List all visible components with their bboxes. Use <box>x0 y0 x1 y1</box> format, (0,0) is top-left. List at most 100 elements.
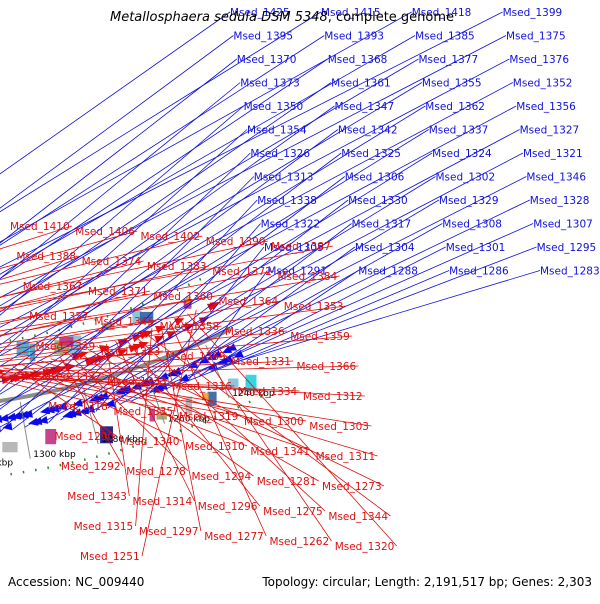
forward-leader-line <box>153 246 356 394</box>
reverse-leader-line <box>0 235 203 285</box>
forward-gene-label: Msed_1347 <box>335 101 395 113</box>
reverse-leader-line <box>0 240 268 298</box>
scale-label: 1320 kbp <box>0 459 13 469</box>
scale-label: 1300 kbp <box>33 450 76 460</box>
forward-gene-label: Msed_1399 <box>503 7 563 19</box>
reverse-gene-label: Msed_1275 <box>263 506 323 518</box>
forward-gene-label: Msed_1283 <box>540 266 600 278</box>
feature-block <box>245 374 257 391</box>
feature-block <box>207 391 217 406</box>
forward-gene-label: Msed_1356 <box>516 101 576 113</box>
reverse-leader-line <box>0 290 151 325</box>
forward-leader-line <box>0 129 248 354</box>
forward-leader-line <box>0 176 255 432</box>
forward-leader-line <box>130 223 534 402</box>
scale-tick <box>83 387 99 445</box>
reverse-gene-label: Msed_1251 <box>80 551 140 563</box>
reverse-gene-label: Msed_1315 <box>74 521 134 533</box>
forward-gene-label: Msed_1324 <box>432 148 492 160</box>
forward-leader-line <box>0 58 328 280</box>
forward-gene-label: Msed_1301 <box>446 242 506 254</box>
forward-gene-label: Msed_1326 <box>250 148 310 160</box>
reverse-leader-line <box>96 346 385 487</box>
feature-block <box>185 396 193 415</box>
forward-gene-label: Msed_1291 <box>267 266 327 278</box>
forward-gene-label: Msed_1395 <box>233 31 293 43</box>
forward-gene-label: Msed_1322 <box>261 219 321 231</box>
forward-gene-arrow <box>71 408 82 417</box>
forward-gene-arrow <box>206 352 217 361</box>
forward-leader-line <box>0 152 524 428</box>
reverse-gene-label: Msed_1262 <box>270 536 330 548</box>
reverse-gene-label: Msed_1303 <box>309 421 369 433</box>
forward-gene-label: Msed_1302 <box>436 172 496 184</box>
reverse-gene-label: Msed_1388 <box>16 251 76 263</box>
forward-gene-arrow <box>66 409 77 418</box>
forward-gene-arrow <box>226 343 237 351</box>
reverse-gene-label: Msed_1323 <box>101 346 161 358</box>
reverse-gene-label: Msed_1372 <box>212 266 272 278</box>
reverse-leader-line <box>22 364 182 442</box>
forward-leader-line <box>0 11 322 213</box>
reverse-gene-label: Msed_1281 <box>257 476 317 488</box>
reverse-leader-line <box>0 355 229 372</box>
reverse-leader-line <box>141 309 197 557</box>
reverse-gene-label: Msed_1360 <box>153 291 213 303</box>
reverse-gene-label: Msed_1296 <box>198 501 258 513</box>
reverse-leader-line <box>50 358 378 457</box>
feature-block <box>29 343 36 362</box>
reverse-gene-label: Msed_1312 <box>303 391 363 403</box>
forward-gene-arrow <box>211 350 222 358</box>
forward-gene-label: Msed_1373 <box>240 78 300 90</box>
forward-leader-line <box>0 152 251 392</box>
forward-gene-arrow <box>221 345 233 354</box>
reverse-gene-label: Msed_1358 <box>160 321 220 333</box>
genome-backbone <box>0 327 232 403</box>
forward-gene-label: Msed_1307 <box>533 219 593 231</box>
forward-gene-arrow <box>32 417 43 425</box>
forward-gene-label: Msed_1304 <box>355 242 415 254</box>
reverse-leader-line <box>0 376 176 412</box>
map-title: Metallosphaera sedula DSM 5348, complete… <box>110 10 454 25</box>
reverse-gene-arrow <box>117 348 128 357</box>
forward-gene-arrow <box>57 402 68 411</box>
reverse-gene-label: Msed_1277 <box>204 531 264 543</box>
reverse-leader-line <box>31 362 248 447</box>
reverse-gene-label: Msed_1341 <box>250 446 310 458</box>
forward-gene-label: Msed_1415 <box>321 7 381 19</box>
accession-text: Accession: NC_009440 <box>8 575 145 589</box>
forward-leader-line <box>0 129 520 407</box>
feature-block <box>100 426 113 444</box>
reverse-gene-label: Msed_1344 <box>328 511 388 523</box>
forward-gene-arrow <box>39 406 51 415</box>
reverse-gene-label: Msed_1387 <box>271 241 331 253</box>
forward-leader-line <box>0 105 335 346</box>
feature-block <box>45 429 57 445</box>
forward-leader-line <box>0 35 416 275</box>
forward-gene-label: Msed_1305 <box>264 242 324 254</box>
feature-block <box>185 296 191 304</box>
reverse-leader-line <box>0 285 85 310</box>
reverse-gene-label: Msed_1297 <box>139 526 199 538</box>
feature-block <box>59 336 74 346</box>
reverse-gene-label: Msed_1365 <box>166 351 226 363</box>
forward-gene-label: Msed_1317 <box>352 219 412 231</box>
forward-leader-line <box>199 270 359 377</box>
forward-gene-label: Msed_1425 <box>230 7 290 19</box>
reverse-gene-label: Msed_1294 <box>192 471 252 483</box>
reverse-leader-line <box>0 330 287 362</box>
forward-leader-line <box>0 152 342 410</box>
reverse-leader-line <box>87 348 319 482</box>
reverse-leader-line <box>0 300 281 345</box>
forward-leader-line <box>165 246 446 390</box>
forward-gene-label: Msed_1362 <box>425 101 485 113</box>
forward-leader-line <box>221 270 541 367</box>
reverse-gene-label: Msed_1334 <box>238 386 298 398</box>
feature-block <box>202 393 209 401</box>
scale-label: 1240 kbp <box>232 389 275 399</box>
forward-leader-line <box>0 11 231 175</box>
forward-leader-line <box>72 199 440 418</box>
scale-label: 1280 kbp <box>101 435 144 445</box>
reverse-gene-label: Msed_1290 <box>55 431 115 443</box>
